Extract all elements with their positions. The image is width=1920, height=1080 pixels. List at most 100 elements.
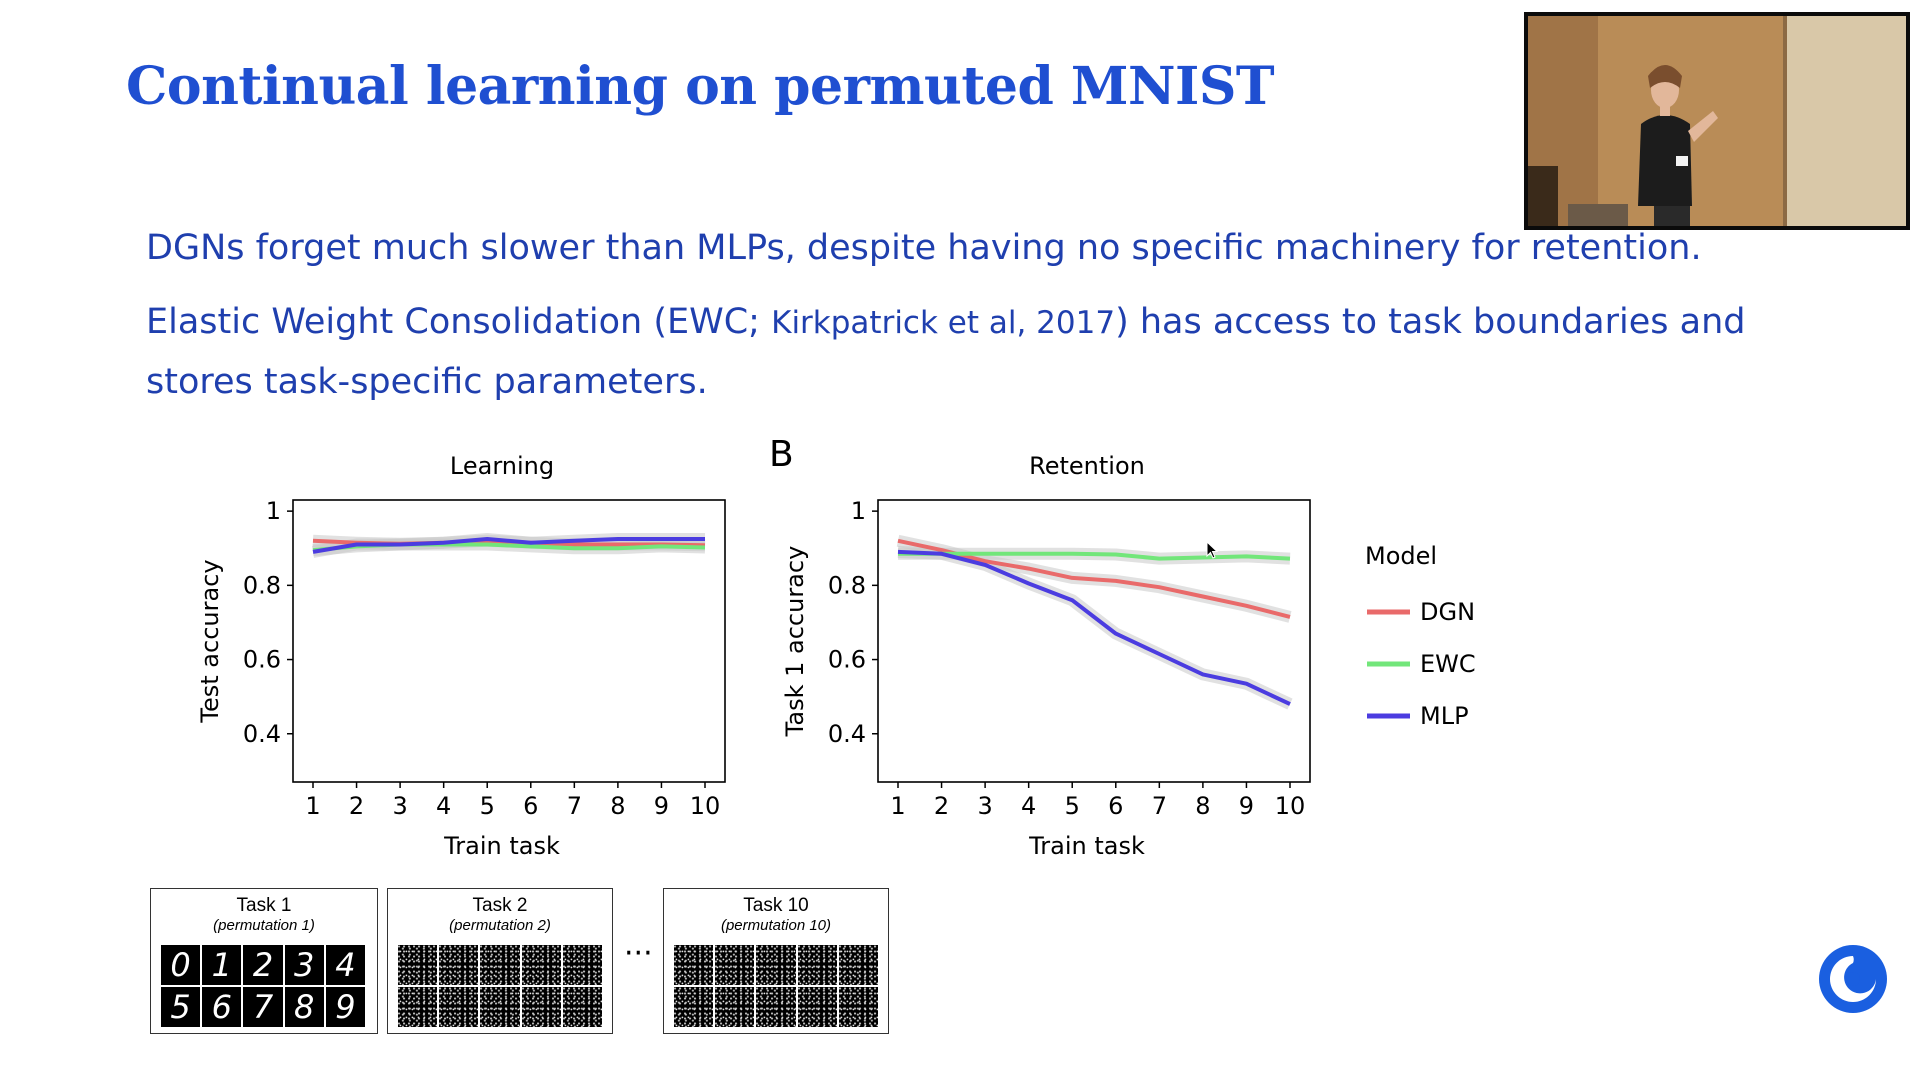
retention-xtick-label: 10 bbox=[1275, 792, 1306, 820]
retention-xtick-label: 8 bbox=[1195, 792, 1210, 820]
task-10-panel: Task 10 (permutation 10) bbox=[663, 888, 889, 1034]
permuted-image bbox=[797, 987, 837, 1027]
learning-xtick-label: 6 bbox=[523, 792, 538, 820]
ellipsis: ··· bbox=[624, 936, 653, 971]
task-10-subtitle: (permutation 10) bbox=[720, 917, 832, 934]
task-2-permuted-grid bbox=[398, 945, 602, 1027]
permuted-image bbox=[838, 987, 878, 1027]
learning-xlabel: Train task bbox=[443, 832, 560, 860]
digit-1-image: 1 bbox=[202, 945, 242, 985]
digit-6-image: 6 bbox=[202, 987, 242, 1027]
retention-chart-title: Retention bbox=[1029, 452, 1145, 480]
retention-xtick-label: 7 bbox=[1152, 792, 1167, 820]
retention-ylabel: Task 1 accuracy bbox=[781, 546, 809, 738]
permuted-image bbox=[480, 987, 520, 1027]
retention-xtick-label: 2 bbox=[934, 792, 949, 820]
digit-3-image: 3 bbox=[284, 945, 324, 985]
learning-xtick-label: 10 bbox=[690, 792, 721, 820]
learning-ticks: 1 2 3 4 5 6 7 8 9 10 0.4 0.6 0.8 1 bbox=[243, 497, 720, 820]
permuted-image bbox=[715, 945, 755, 985]
slide-title: Continual learning on permuted MNIST bbox=[126, 56, 1275, 117]
task-2-subtitle: (permutation 2) bbox=[449, 917, 551, 934]
permuted-image bbox=[756, 945, 796, 985]
panel-label-b: B bbox=[769, 434, 794, 475]
bullet-ewc: Elastic Weight Consolidation (EWC; Kirkp… bbox=[146, 302, 1746, 342]
legend-label-ewc: EWC bbox=[1420, 650, 1476, 678]
task-1-title: Task 1 bbox=[236, 895, 292, 916]
retention-xtick-label: 9 bbox=[1239, 792, 1254, 820]
learning-ylabel: Test accuracy bbox=[196, 559, 224, 723]
learning-xtick-label: 1 bbox=[305, 792, 320, 820]
speaker-video bbox=[1524, 12, 1910, 230]
digit-4-image: 4 bbox=[325, 945, 365, 985]
permuted-image bbox=[674, 945, 714, 985]
permuted-image bbox=[439, 987, 479, 1027]
mouse-cursor-icon bbox=[1206, 541, 1218, 559]
retention-ytick-label: 0.4 bbox=[828, 720, 866, 748]
task-2-title: Task 2 bbox=[472, 895, 528, 916]
permuted-image bbox=[715, 987, 755, 1027]
retention-xtick-label: 1 bbox=[890, 792, 905, 820]
learning-xtick-label: 9 bbox=[654, 792, 669, 820]
learning-ytick-label: 0.8 bbox=[243, 571, 281, 599]
retention-ticks: 1 2 3 4 5 6 7 8 9 10 0.4 0.6 0.8 1 bbox=[828, 497, 1305, 820]
task-2-panel: Task 2 (permutation 2) bbox=[387, 888, 613, 1034]
retention-xtick-label: 5 bbox=[1065, 792, 1080, 820]
learning-xtick-label: 5 bbox=[480, 792, 495, 820]
retention-xtick-label: 3 bbox=[977, 792, 992, 820]
learning-xtick-label: 7 bbox=[567, 792, 582, 820]
permuted-image bbox=[562, 945, 602, 985]
digit-2-image: 2 bbox=[243, 945, 283, 985]
task-1-digit-grid: 0 1 2 3 4 5 6 7 8 9 bbox=[161, 945, 365, 1027]
deepmind-logo-icon bbox=[1819, 945, 1887, 1013]
permuted-image bbox=[797, 945, 837, 985]
digit-5-image: 5 bbox=[161, 987, 201, 1027]
digit-9-image: 9 bbox=[325, 987, 365, 1027]
learning-plot-frame bbox=[292, 499, 726, 783]
permuted-image bbox=[398, 987, 438, 1027]
bullet-ewc-text: Elastic Weight Consolidation (EWC; bbox=[146, 302, 772, 342]
permuted-image bbox=[674, 987, 714, 1027]
task-1-panel: Task 1 (permutation 1) 0 1 2 3 4 5 6 7 8… bbox=[150, 888, 378, 1034]
speaker-video-frame bbox=[1528, 16, 1906, 226]
learning-ytick-label: 0.4 bbox=[243, 720, 281, 748]
retention-ytick-label: 0.6 bbox=[828, 646, 866, 674]
retention-ytick-label: 0.8 bbox=[828, 571, 866, 599]
digit-7-image: 7 bbox=[243, 987, 283, 1027]
bullet-ewc-text-end: ) has access to task boundaries and bbox=[1115, 302, 1746, 342]
bullet-forgetting: DGNs forget much slower than MLPs, despi… bbox=[146, 228, 1702, 268]
legend-label-mlp: MLP bbox=[1420, 702, 1469, 730]
learning-xtick-label: 8 bbox=[610, 792, 625, 820]
permuted-image bbox=[521, 945, 561, 985]
retention-xtick-label: 6 bbox=[1108, 792, 1123, 820]
legend-label-dgn: DGN bbox=[1420, 598, 1475, 626]
learning-ytick-label: 0.6 bbox=[243, 646, 281, 674]
permuted-image bbox=[562, 987, 602, 1027]
retention-lines bbox=[897, 538, 1291, 706]
learning-xtick-label: 4 bbox=[436, 792, 451, 820]
learning-xtick-label: 3 bbox=[392, 792, 407, 820]
learning-chart-title: Learning bbox=[450, 452, 554, 480]
learning-xtick-label: 2 bbox=[349, 792, 364, 820]
permuted-image bbox=[521, 987, 561, 1027]
retention-xlabel: Train task bbox=[1028, 832, 1145, 860]
permuted-image bbox=[756, 987, 796, 1027]
bullet-ewc-continued: stores task-specific parameters. bbox=[146, 362, 708, 402]
legend: Model DGN EWC MLP bbox=[1365, 542, 1476, 730]
digit-8-image: 8 bbox=[284, 987, 324, 1027]
retention-ytick-label: 1 bbox=[851, 497, 866, 525]
citation: Kirkpatrick et al, 2017 bbox=[771, 305, 1116, 341]
permuted-image bbox=[480, 945, 520, 985]
digit-0-image: 0 bbox=[161, 945, 201, 985]
task-10-title: Task 10 bbox=[743, 895, 809, 916]
permuted-image bbox=[439, 945, 479, 985]
learning-lines bbox=[312, 537, 706, 554]
retention-xtick-label: 4 bbox=[1021, 792, 1036, 820]
task-1-subtitle: (permutation 1) bbox=[213, 917, 315, 934]
permuted-image bbox=[398, 945, 438, 985]
learning-ytick-label: 1 bbox=[266, 497, 281, 525]
retention-mlp-line bbox=[897, 549, 1291, 706]
